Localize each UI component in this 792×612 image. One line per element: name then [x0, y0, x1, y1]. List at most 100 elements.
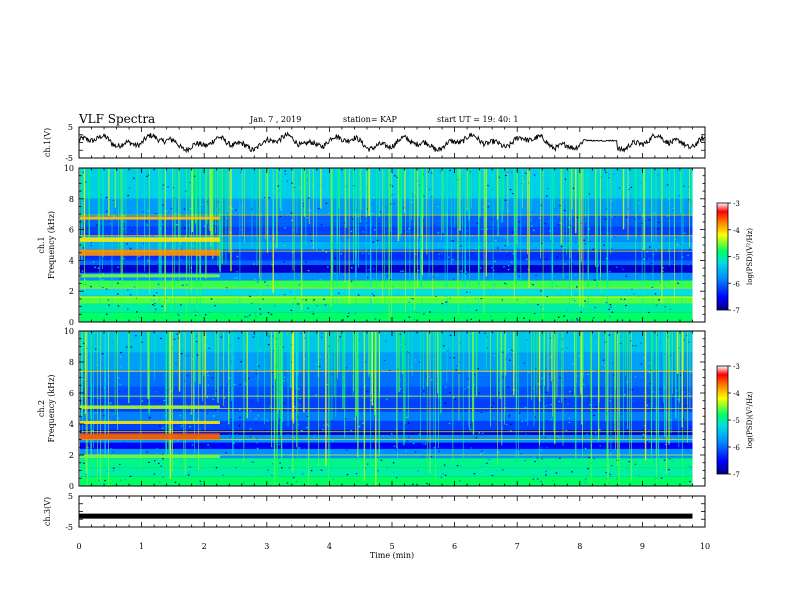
noise-pixel [250, 401, 253, 403]
noise-pixel [484, 332, 487, 334]
noise-pixel [575, 341, 578, 343]
noise-pixel [584, 305, 587, 308]
noise-pixel [193, 175, 196, 177]
noise-pixel [452, 278, 455, 280]
noise-pixel [441, 252, 443, 254]
noise-pixel [175, 302, 178, 304]
colorbar-tick-label: -7 [733, 307, 740, 315]
noise-pixel [94, 266, 96, 268]
noise-pixel [119, 366, 122, 368]
noise-pixel [267, 312, 270, 314]
noise-pixel [603, 364, 606, 367]
noise-pixel [482, 432, 484, 435]
colorbar-tick-label: -4 [733, 227, 740, 235]
noise-pixel [625, 304, 627, 307]
noise-pixel [82, 342, 85, 344]
noise-pixel [673, 262, 675, 264]
noise-pixel [293, 406, 296, 408]
noise-pixel [173, 463, 175, 465]
noise-pixel [643, 357, 645, 359]
noise-pixel [264, 281, 266, 283]
noise-pixel [630, 462, 633, 464]
colorbar-tick-label: -5 [733, 254, 740, 262]
noise-pixel [127, 289, 129, 291]
noise-pixel [443, 345, 445, 347]
noise-pixel [124, 350, 126, 352]
noise-pixel [528, 313, 530, 315]
colorbar-1 [716, 202, 729, 311]
noise-pixel [423, 195, 425, 197]
noise-pixel [541, 446, 543, 448]
noise-pixel [292, 302, 294, 304]
noise-pixel [253, 333, 256, 335]
noise-pixel [129, 294, 132, 296]
noise-pixel [605, 467, 608, 470]
noise-pixel [505, 174, 507, 177]
noise-pixel [445, 474, 447, 476]
noise-pixel [187, 193, 189, 195]
noise-pixel [222, 197, 224, 199]
noise-pixel [396, 211, 398, 213]
noise-pixel [141, 400, 144, 402]
noise-pixel [251, 302, 253, 304]
noise-pixel [314, 177, 317, 179]
noise-pixel [323, 298, 325, 300]
noise-pixel [451, 169, 453, 171]
noise-pixel [208, 347, 210, 349]
noise-pixel [283, 376, 286, 379]
noise-pixel [588, 193, 590, 195]
noise-pixel [162, 314, 165, 317]
noise-pixel [583, 351, 585, 353]
noise-pixel [130, 362, 132, 364]
noise-pixel [678, 421, 681, 423]
noise-pixel [136, 311, 138, 313]
noise-pixel [311, 220, 314, 222]
noise-pixel [278, 443, 281, 446]
noise-pixel [177, 280, 180, 282]
noise-pixel [146, 291, 148, 293]
noise-pixel [263, 288, 265, 290]
freq-band [80, 226, 693, 236]
noise-pixel [154, 302, 156, 305]
noise-pixel [616, 478, 618, 480]
noise-pixel [517, 312, 519, 314]
noise-pixel [411, 193, 414, 195]
noise-pixel [509, 354, 511, 357]
noise-pixel [195, 341, 198, 343]
noise-pixel [149, 416, 151, 418]
noise-pixel [255, 418, 257, 420]
noise-pixel [161, 223, 164, 225]
y-axis-label-3: ch.2 [37, 400, 46, 417]
noise-pixel [491, 267, 493, 269]
noise-pixel [312, 300, 314, 302]
noise-pixel [210, 298, 213, 300]
noise-pixel [272, 335, 274, 337]
noise-pixel [395, 449, 398, 451]
noise-pixel [119, 356, 122, 358]
noise-pixel [417, 270, 420, 272]
noise-pixel [546, 468, 549, 471]
noise-pixel [189, 208, 192, 210]
noise-pixel [348, 312, 350, 314]
noise-pixel [461, 256, 463, 258]
noise-pixel [120, 352, 122, 354]
noise-pixel [645, 470, 648, 472]
noise-pixel [541, 458, 543, 460]
noise-pixel [505, 195, 508, 197]
noise-pixel [226, 217, 228, 219]
noise-pixel [366, 306, 368, 308]
noise-pixel [568, 226, 570, 228]
noise-pixel [501, 469, 504, 471]
noise-pixel [90, 244, 93, 247]
early-band [80, 420, 220, 424]
noise-pixel [516, 282, 518, 284]
noise-pixel [237, 337, 240, 339]
noise-pixel [526, 398, 528, 400]
noise-pixel [507, 265, 510, 267]
noise-pixel [153, 304, 156, 307]
noise-pixel [583, 482, 586, 484]
noise-pixel [108, 304, 110, 306]
noise-pixel [180, 461, 182, 463]
noise-pixel [448, 170, 451, 172]
noise-pixel [593, 337, 596, 339]
